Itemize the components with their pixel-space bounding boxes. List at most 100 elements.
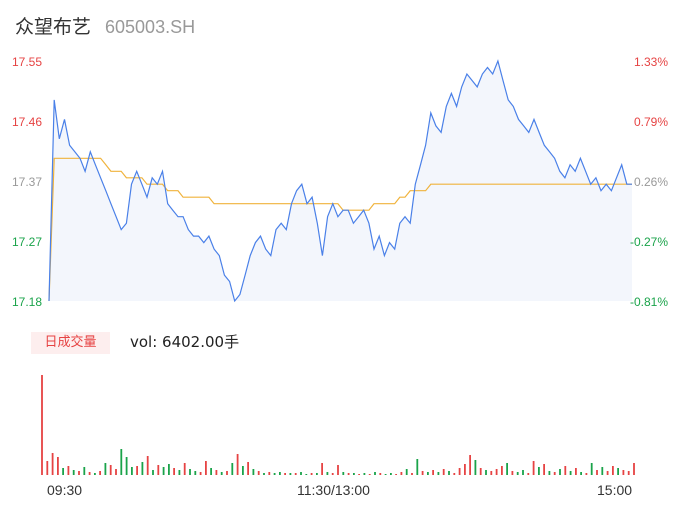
volume-bar (379, 473, 382, 475)
volume-bar (51, 453, 54, 475)
volume-bar (205, 461, 207, 475)
volume-bar (263, 473, 265, 475)
volume-bar (617, 468, 619, 475)
volume-bar (527, 473, 530, 475)
volume-bar (516, 472, 519, 475)
price-area-fill (49, 61, 632, 301)
volume-bar (358, 474, 360, 475)
volume-bar (268, 472, 271, 475)
volume-bar (62, 468, 64, 475)
volume-bar (125, 457, 128, 475)
volume-bar (215, 470, 218, 475)
volume-bar (416, 459, 419, 475)
volume-bar (511, 471, 514, 475)
volume-bar (46, 461, 49, 475)
stock-header: 众望布艺 605003.SH (15, 12, 195, 40)
volume-bar (88, 472, 91, 475)
volume-bar (300, 472, 302, 475)
volume-bar (226, 471, 228, 475)
volume-bar (506, 463, 508, 475)
volume-bar (99, 471, 101, 475)
volume-bar (305, 474, 308, 475)
volume-bar (437, 472, 440, 475)
volume-bar (580, 472, 582, 475)
daily-volume-badge: 日成交量 (31, 332, 110, 354)
volume-bar (120, 449, 123, 475)
volume-bar (141, 462, 144, 475)
volume-bar (131, 467, 133, 475)
pct-tick-0: 1.33% (633, 55, 668, 69)
volume-bar (601, 467, 604, 475)
volume-bar (294, 473, 297, 475)
volume-bar (538, 467, 540, 475)
volume-bar (606, 471, 609, 475)
volume-bar (242, 466, 244, 475)
volume-bar (485, 470, 487, 475)
volume-bar (411, 473, 413, 475)
volume-bar (522, 470, 524, 475)
volume-bar (627, 471, 630, 475)
volume-bar (342, 472, 345, 475)
volume-bar (564, 466, 567, 475)
volume-bar (78, 471, 80, 475)
volume-bar (464, 464, 466, 475)
volume-bar (279, 472, 281, 475)
price-tick-1: 17.46 (12, 115, 43, 129)
volume-bar (168, 464, 170, 475)
volume-bar (585, 473, 588, 475)
pct-tick-1: 0.79% (633, 115, 668, 129)
volume-bar (194, 471, 197, 475)
volume-bar (316, 473, 318, 475)
price-tick-4: 17.18 (12, 295, 43, 309)
pct-tick-4: -0.81% (629, 295, 668, 309)
volume-bar (633, 463, 635, 475)
volume-bar (474, 460, 477, 475)
volume-bar (458, 468, 461, 475)
volume-bar (363, 473, 366, 475)
volume-bar (83, 467, 86, 475)
price-tick-0: 17.55 (12, 55, 43, 69)
volume-bar (553, 472, 556, 475)
pct-tick-2: 0.26% (633, 175, 668, 189)
volume-bar (427, 472, 429, 475)
volume-bar (548, 471, 551, 475)
volume-bar (236, 454, 239, 475)
volume-bar (257, 471, 260, 475)
average-price-line (48, 157, 632, 302)
volume-bar (210, 468, 212, 475)
time-tick-close: 15:00 (597, 482, 633, 498)
volume-bar (326, 472, 329, 475)
volume-bar (231, 463, 234, 475)
pct-tick-3: -0.27% (629, 235, 668, 249)
volume-bar (57, 457, 59, 475)
volume-bar (189, 469, 191, 475)
volume-bar (368, 474, 371, 475)
volume-bar (421, 471, 424, 475)
volume-bar (622, 470, 625, 475)
volume-bar (448, 471, 450, 475)
volume-bar (310, 473, 313, 475)
volume-bar (453, 473, 456, 475)
volume-bar (109, 465, 112, 475)
price-tick-2: 17.37 (12, 175, 43, 189)
volume-bar (490, 471, 493, 475)
volume-bar (405, 469, 408, 475)
volume-bar (115, 469, 117, 475)
volume-bar (532, 461, 535, 475)
volume-bar (94, 473, 96, 475)
volume-bar (252, 469, 255, 475)
volume-bar (247, 462, 249, 475)
volume-bar (575, 468, 577, 475)
stock-code: 605003.SH (105, 17, 196, 37)
volume-bar (469, 455, 471, 475)
volume-bar (284, 473, 286, 475)
volume-bar (331, 473, 334, 475)
volume-readout: vol: 6402.00手 (130, 333, 240, 351)
volume-bar (72, 470, 75, 475)
volume-bar (501, 466, 503, 475)
volume-bar (395, 474, 397, 475)
volume-bar (173, 468, 175, 475)
volume-bar (157, 465, 160, 475)
volume-bar (353, 473, 355, 475)
